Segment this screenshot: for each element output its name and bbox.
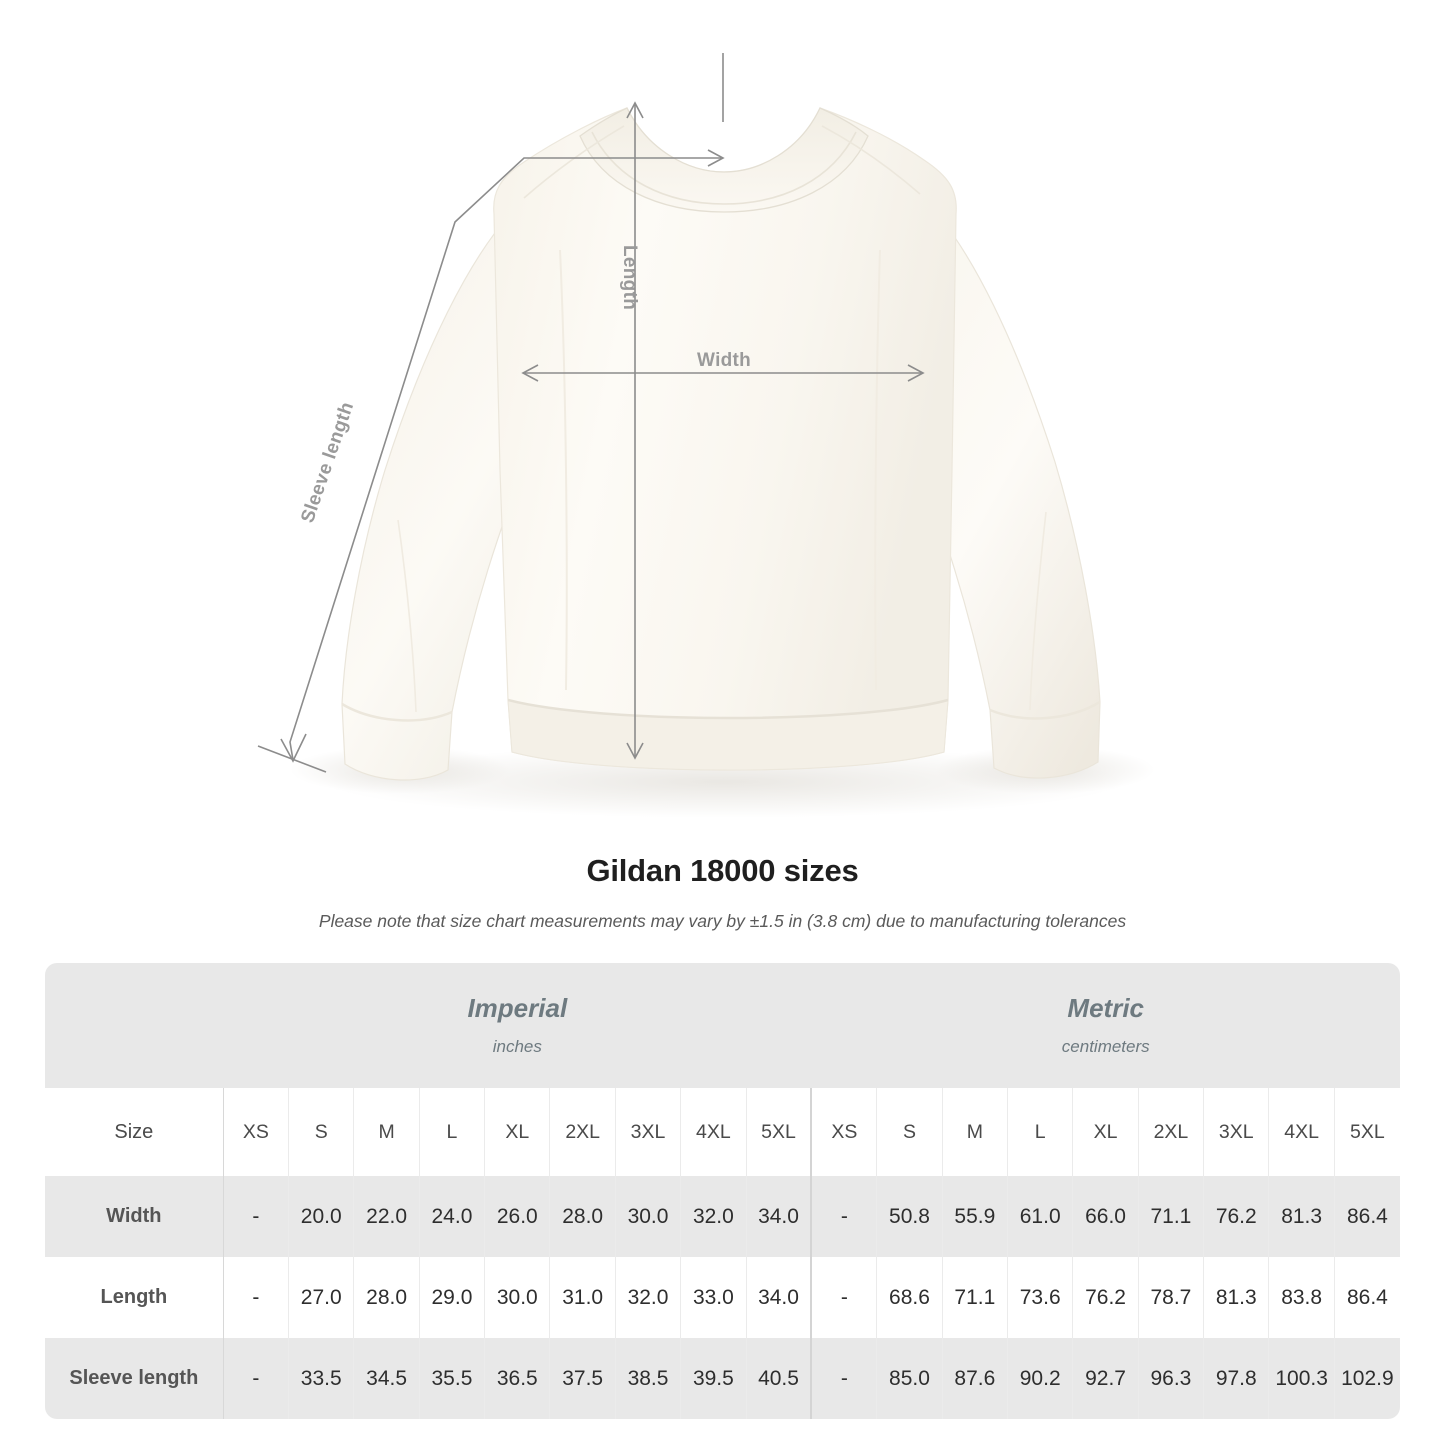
cell-sleeve-length-metric-xl: 92.7: [1072, 1338, 1139, 1419]
cell-length-metric-2xl: 78.7: [1138, 1257, 1205, 1338]
size-header-metric-4xl: 4XL: [1268, 1088, 1335, 1176]
cell-width-metric-l: 61.0: [1007, 1176, 1074, 1257]
cell-sleeve-length-metric-5xl: 102.9: [1334, 1338, 1400, 1419]
unit-banner-spacer: [45, 963, 224, 1088]
cell-width-metric-xs: -: [811, 1176, 878, 1257]
tolerance-note: Please note that size chart measurements…: [318, 911, 1127, 931]
table-row: Width -20.0 22.0 24.0 26.0 28.0 30.0 32.0 34.0-5…: [45, 1176, 1400, 1257]
cell-width-metric-m: 55.9: [942, 1176, 1009, 1257]
cell-width-imperial-5xl: 34.0: [746, 1176, 813, 1257]
size-header-imperial-m: M: [353, 1088, 420, 1176]
page-title: Gildan 18000 sizes: [586, 853, 859, 888]
size-header-metric-xl: XL: [1072, 1088, 1139, 1176]
cell-sleeve-length-metric-4xl: 100.3: [1268, 1338, 1335, 1419]
cell-sleeve-length-metric-l: 90.2: [1007, 1338, 1074, 1419]
cell-length-imperial-l: 29.0: [419, 1257, 486, 1338]
cell-length-imperial-xl: 30.0: [484, 1257, 551, 1338]
cell-length-metric-m: 71.1: [942, 1257, 1009, 1338]
size-header-imperial-3xl: 3XL: [615, 1088, 682, 1176]
cell-length-imperial-xs: -: [223, 1257, 290, 1338]
cell-sleeve-length-imperial-s: 33.5: [288, 1338, 355, 1419]
cell-width-imperial-2xl: 28.0: [549, 1176, 616, 1257]
row-header-sleeve-length: Sleeve length: [45, 1338, 224, 1419]
measurement-lines: [257, 53, 925, 773]
size-header-imperial-s: S: [288, 1088, 355, 1176]
unit-subtitle: inches: [492, 1036, 542, 1056]
cell-length-imperial-2xl: 31.0: [549, 1257, 616, 1338]
cell-length-imperial-m: 28.0: [353, 1257, 420, 1338]
cell-sleeve-length-imperial-5xl: 40.5: [746, 1338, 813, 1419]
cell-width-imperial-s: 20.0: [288, 1176, 355, 1257]
size-chart-table-wrap: Imperial inches Metric centimeters Size XS S M L…: [45, 963, 1400, 1419]
width-label: Width: [697, 350, 752, 371]
size-header-metric-2xl: 2XL: [1138, 1088, 1205, 1176]
unit-name: Metric: [1067, 993, 1144, 1024]
cell-sleeve-length-imperial-2xl: 37.5: [549, 1338, 616, 1419]
cell-width-imperial-3xl: 30.0: [615, 1176, 682, 1257]
cell-width-metric-s: 50.8: [876, 1176, 943, 1257]
cell-length-metric-4xl: 83.8: [1268, 1257, 1335, 1338]
cell-length-imperial-4xl: 33.0: [680, 1257, 747, 1338]
cell-sleeve-length-imperial-xl: 36.5: [484, 1338, 551, 1419]
unit-subtitle: centimeters: [1061, 1036, 1150, 1056]
size-header-metric-l: L: [1007, 1088, 1074, 1176]
unit-header-imperial: Imperial inches: [223, 963, 812, 1088]
cell-sleeve-length-imperial-m: 34.5: [353, 1338, 420, 1419]
size-header-imperial-5xl: 5XL: [746, 1088, 813, 1176]
cell-length-metric-xs: -: [811, 1257, 878, 1338]
size-header-row: Size XS S M L XL 2XL 3XL 4XL 5XL XS S M L XL 2XL 3XL 4XL 5…: [45, 1088, 1400, 1176]
size-header-metric-xs: XS: [811, 1088, 878, 1176]
cell-length-metric-l: 73.6: [1007, 1257, 1074, 1338]
garment-diagram: Length Width Sleeve length: [257, 53, 1155, 818]
cell-width-metric-2xl: 71.1: [1138, 1176, 1205, 1257]
table-row: Sleeve length -33.5 34.5 35.5 36.5 37.5 38.5 39…: [45, 1338, 1400, 1419]
cell-width-imperial-4xl: 32.0: [680, 1176, 747, 1257]
row-header-length: Length: [45, 1257, 224, 1338]
cell-width-metric-5xl: 86.4: [1334, 1176, 1400, 1257]
cell-width-metric-3xl: 76.2: [1203, 1176, 1270, 1257]
cell-sleeve-length-imperial-l: 35.5: [419, 1338, 486, 1419]
cell-width-imperial-xl: 26.0: [484, 1176, 551, 1257]
size-chart-table: Imperial inches Metric centimeters Size XS S M L…: [45, 963, 1400, 1419]
size-header-metric-5xl: 5XL: [1334, 1088, 1400, 1176]
cell-sleeve-length-metric-xs: -: [811, 1338, 878, 1419]
size-header-metric-3xl: 3XL: [1203, 1088, 1270, 1176]
cell-sleeve-length-imperial-3xl: 38.5: [615, 1338, 682, 1419]
size-header-imperial-4xl: 4XL: [680, 1088, 747, 1176]
unit-header-metric: Metric centimeters: [811, 963, 1400, 1088]
size-header-imperial-2xl: 2XL: [549, 1088, 616, 1176]
cell-width-imperial-m: 22.0: [353, 1176, 420, 1257]
cell-length-metric-xl: 76.2: [1072, 1257, 1139, 1338]
sweatshirt-illustration: [290, 107, 1155, 818]
cell-sleeve-length-metric-3xl: 97.8: [1203, 1338, 1270, 1419]
size-header-metric-s: S: [876, 1088, 943, 1176]
cell-sleeve-length-metric-s: 85.0: [876, 1338, 943, 1419]
cell-sleeve-length-metric-2xl: 96.3: [1138, 1338, 1205, 1419]
size-header-imperial-xs: XS: [223, 1088, 290, 1176]
size-header-imperial-xl: XL: [484, 1088, 551, 1176]
cell-width-imperial-xs: -: [223, 1176, 290, 1257]
cell-width-metric-xl: 66.0: [1072, 1176, 1139, 1257]
size-column-header: Size: [45, 1088, 224, 1176]
cell-length-imperial-s: 27.0: [288, 1257, 355, 1338]
cell-width-imperial-l: 24.0: [419, 1176, 486, 1257]
size-header-imperial-l: L: [419, 1088, 486, 1176]
table-row: Length -27.0 28.0 29.0 30.0 31.0 32.0 33.0 34.0-…: [45, 1257, 1400, 1338]
row-header-width: Width: [45, 1176, 224, 1257]
cell-length-imperial-3xl: 32.0: [615, 1257, 682, 1338]
unit-name: Imperial: [467, 993, 568, 1024]
cell-length-imperial-5xl: 34.0: [746, 1257, 813, 1338]
length-label: Length: [619, 245, 640, 311]
cell-width-metric-4xl: 81.3: [1268, 1176, 1335, 1257]
cell-length-metric-s: 68.6: [876, 1257, 943, 1338]
title-block: Gildan 18000 sizes Please note that size…: [0, 835, 1445, 932]
cell-length-metric-3xl: 81.3: [1203, 1257, 1270, 1338]
unit-banner-row: Imperial inches Metric centimeters: [45, 963, 1400, 1088]
cell-sleeve-length-imperial-4xl: 39.5: [680, 1338, 747, 1419]
size-header-metric-m: M: [942, 1088, 1009, 1176]
cell-sleeve-length-metric-m: 87.6: [942, 1338, 1009, 1419]
cell-length-metric-5xl: 86.4: [1334, 1257, 1400, 1338]
cell-sleeve-length-imperial-xs: -: [223, 1338, 290, 1419]
